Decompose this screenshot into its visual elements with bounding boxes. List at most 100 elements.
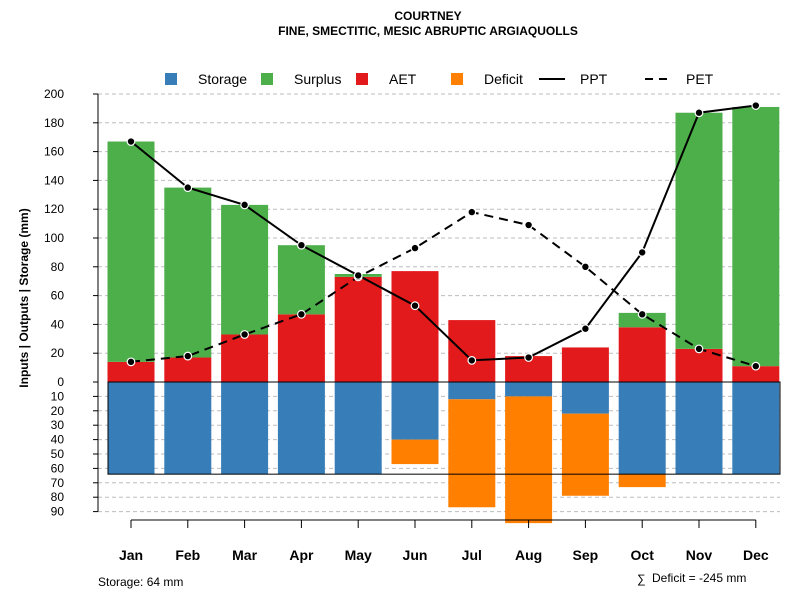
y-tick-label: 10 [51, 389, 65, 403]
x-tick-label: Feb [175, 547, 200, 563]
ppt-point [183, 183, 193, 193]
aet-bar [391, 271, 439, 382]
x-tick-label: Apr [289, 547, 314, 563]
aet-bar [618, 327, 666, 382]
surplus-bar [164, 187, 212, 358]
legend-label: PPT [580, 71, 608, 87]
storage-bar [334, 382, 382, 475]
ppt-point [410, 301, 420, 311]
storage-bar [391, 382, 439, 440]
storage-bar [618, 382, 666, 475]
legend-swatch [261, 73, 273, 85]
legend-label: Storage [198, 71, 247, 87]
x-tick-label: Oct [631, 547, 655, 563]
x-tick-label: Jan [119, 547, 143, 563]
ppt-point [353, 271, 363, 280]
ppt-point [751, 101, 761, 110]
aet-bar [334, 276, 382, 382]
pet-point [126, 357, 136, 367]
surplus-bar [221, 204, 269, 335]
y-tick-label: 30 [51, 418, 65, 432]
legend-label: Surplus [294, 71, 341, 87]
bars [107, 106, 781, 524]
chart-title: COURTNEY [394, 9, 461, 23]
aet-bar [277, 314, 325, 382]
y-tick-label: 0 [57, 375, 64, 389]
storage-bar [107, 382, 155, 475]
deficit-note: Deficit = -245 mm [652, 571, 746, 585]
pet-point [297, 309, 306, 319]
ppt-point [126, 137, 136, 146]
pet-point [524, 220, 533, 230]
deficit-bar [618, 474, 666, 488]
surplus-bar [107, 141, 155, 362]
storage-note: Storage: 64 mm [98, 575, 183, 589]
pet-point [240, 330, 250, 339]
y-tick-label: 70 [51, 476, 65, 490]
x-tick-label: Jul [462, 547, 482, 563]
x-tick-label: Sep [573, 547, 599, 563]
pet-point [467, 207, 477, 217]
y-axis-label: Inputs | Outputs | Storage (mm) [17, 208, 31, 387]
aet-bar [221, 334, 269, 382]
aet-bar [448, 320, 496, 382]
ppt-point [297, 240, 306, 250]
y-tick-label: 80 [51, 260, 65, 274]
sigma-symbol: ∑ [637, 572, 646, 586]
pet-point [694, 344, 704, 354]
y-tick-label: 60 [51, 461, 65, 475]
lines [130, 104, 757, 368]
storage-bar [448, 382, 496, 400]
aet-bar [164, 357, 212, 382]
storage-bar [277, 382, 325, 475]
deficit-bar [505, 396, 553, 524]
y-tick-label: 180 [44, 116, 64, 130]
ppt-point [524, 353, 533, 362]
y-tick-label: 40 [51, 433, 65, 447]
storage-bar [164, 382, 212, 475]
storage-bar [732, 382, 780, 475]
pet-point [581, 262, 590, 272]
ppt-line [130, 104, 756, 362]
y-tick-label: 60 [51, 289, 65, 303]
legend-label: Deficit [484, 71, 523, 87]
aet-bar [561, 347, 609, 382]
y-tick-label: 80 [51, 490, 65, 504]
legend: Storage Surplus AET Deficit PPT PET [165, 71, 714, 87]
storage-bar [675, 382, 723, 475]
y-tick-label: 100 [44, 231, 64, 245]
legend-label: PET [686, 71, 714, 87]
aet-bar [732, 366, 780, 382]
points [126, 101, 761, 371]
ppt-point [637, 247, 647, 257]
pet-line [130, 211, 757, 368]
surplus-bar [618, 312, 666, 328]
surplus-bar [732, 106, 780, 367]
ppt-point [694, 108, 704, 118]
y-tick-label: 200 [44, 87, 64, 101]
ppt-point [581, 324, 590, 334]
y-tick-label: 120 [44, 202, 64, 216]
storage-bar [505, 382, 553, 397]
y-tick-label: 140 [44, 173, 64, 187]
y-tick-label: 40 [51, 317, 65, 331]
x-tick-label: Nov [686, 547, 713, 563]
y-tick-label: 90 [51, 505, 65, 519]
pet-point [410, 243, 420, 253]
gridlines [98, 93, 780, 513]
legend-label: AET [389, 71, 417, 87]
x-tick-label: Mar [232, 547, 257, 563]
legend-swatch [451, 73, 463, 85]
chart-subtitle: FINE, SMECTITIC, MESIC ABRUPTIC ARGIAQUO… [278, 24, 578, 38]
legend-swatch [165, 73, 177, 85]
aet-bar [107, 361, 155, 382]
x-tick-label: May [345, 547, 372, 563]
deficit-bar [391, 439, 439, 465]
axes: 0204060801001201401601802001020304050607… [44, 87, 769, 563]
ppt-point [240, 200, 250, 210]
y-tick-label: 20 [51, 346, 65, 360]
storage-bar [561, 382, 609, 414]
x-tick-label: Aug [515, 547, 542, 563]
deficit-bar [561, 413, 609, 496]
